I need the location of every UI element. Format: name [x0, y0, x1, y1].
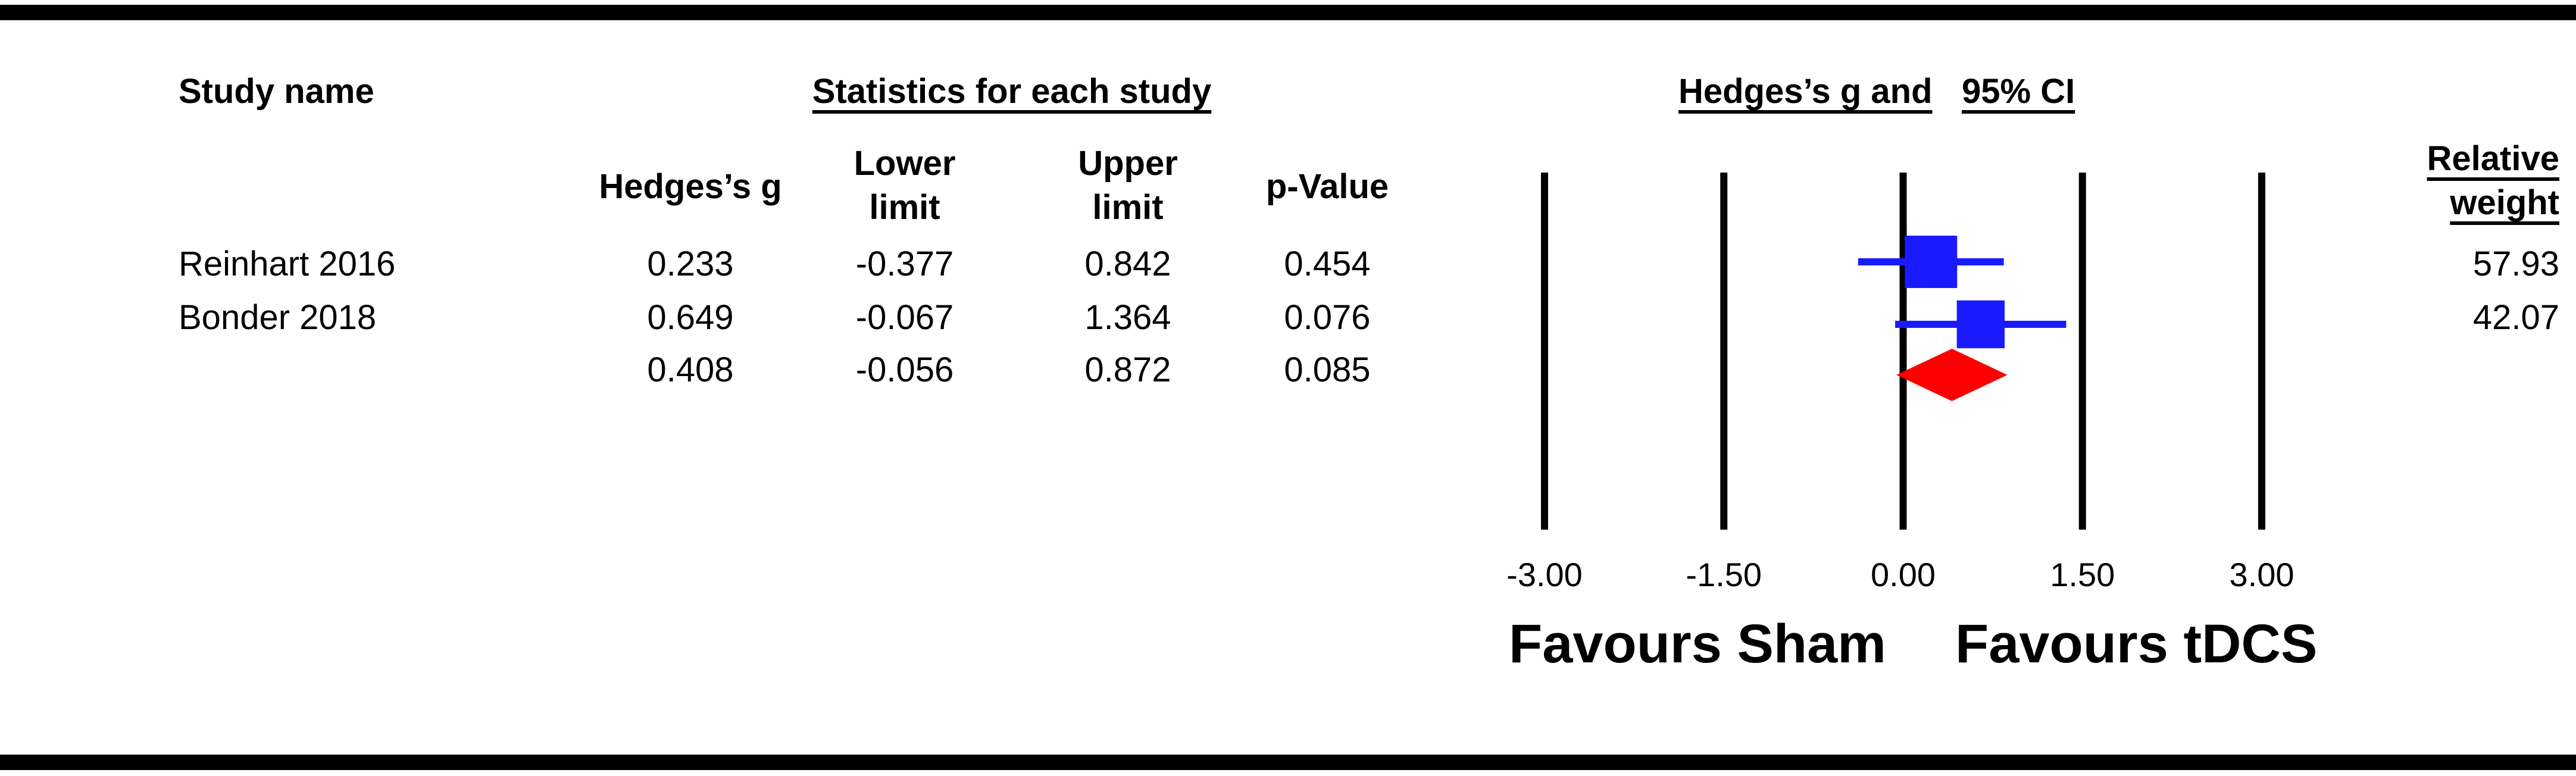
- bottom-rule: [0, 755, 2576, 770]
- statistics-group-header: Statistics for each study: [812, 72, 1212, 111]
- hedges-g-header: Hedges’s g: [599, 167, 782, 206]
- top-rule: [0, 5, 2576, 20]
- row2-g: 0.649: [647, 298, 734, 337]
- summary-g: 0.408: [647, 351, 734, 389]
- x-tick-label: 0.00: [1871, 556, 1936, 593]
- row2-lower: -0.067: [855, 298, 954, 337]
- row1-g: 0.233: [647, 245, 734, 283]
- study-name-header: Study name: [179, 72, 374, 111]
- x-tick-label: 3.00: [2230, 556, 2294, 593]
- x-tick-label: -3.00: [1506, 556, 1583, 593]
- p-value-header: p-Value: [1265, 167, 1389, 206]
- row2-weight: 42.07: [2472, 298, 2559, 337]
- upper-limit-header: Upper limit: [1078, 144, 1178, 227]
- row1-study: Reinhart 2016: [179, 245, 396, 283]
- study-effect-marker: [1956, 300, 2005, 349]
- plot-title-part1: Hedges’s g and: [1678, 72, 1933, 111]
- row1-upper: 0.842: [1084, 245, 1171, 283]
- favours-sham-label: Favours Sham: [1509, 614, 1886, 674]
- row2-p: 0.076: [1284, 298, 1371, 337]
- summary-p: 0.085: [1284, 351, 1371, 389]
- x-tick-label: -1.50: [1686, 556, 1762, 593]
- x-tick-label: 1.50: [2050, 556, 2115, 593]
- summary-diamond: [1896, 349, 2008, 401]
- study-effect-marker: [1905, 236, 1958, 288]
- row1-lower: -0.377: [855, 245, 954, 283]
- row2-study: Bonder 2018: [179, 298, 377, 337]
- summary-upper: 0.872: [1084, 351, 1171, 389]
- summary-lower: -0.056: [855, 351, 954, 389]
- relative-weight-header: Relative weight: [2427, 139, 2559, 222]
- plot-title-part2: 95% CI: [1962, 72, 2075, 111]
- row1-p: 0.454: [1284, 245, 1371, 283]
- row1-weight: 57.93: [2472, 245, 2559, 283]
- lower-limit-header: Lower limit: [854, 144, 956, 227]
- favours-tdcs-label: Favours tDCS: [1955, 614, 2318, 674]
- row2-upper: 1.364: [1084, 298, 1171, 337]
